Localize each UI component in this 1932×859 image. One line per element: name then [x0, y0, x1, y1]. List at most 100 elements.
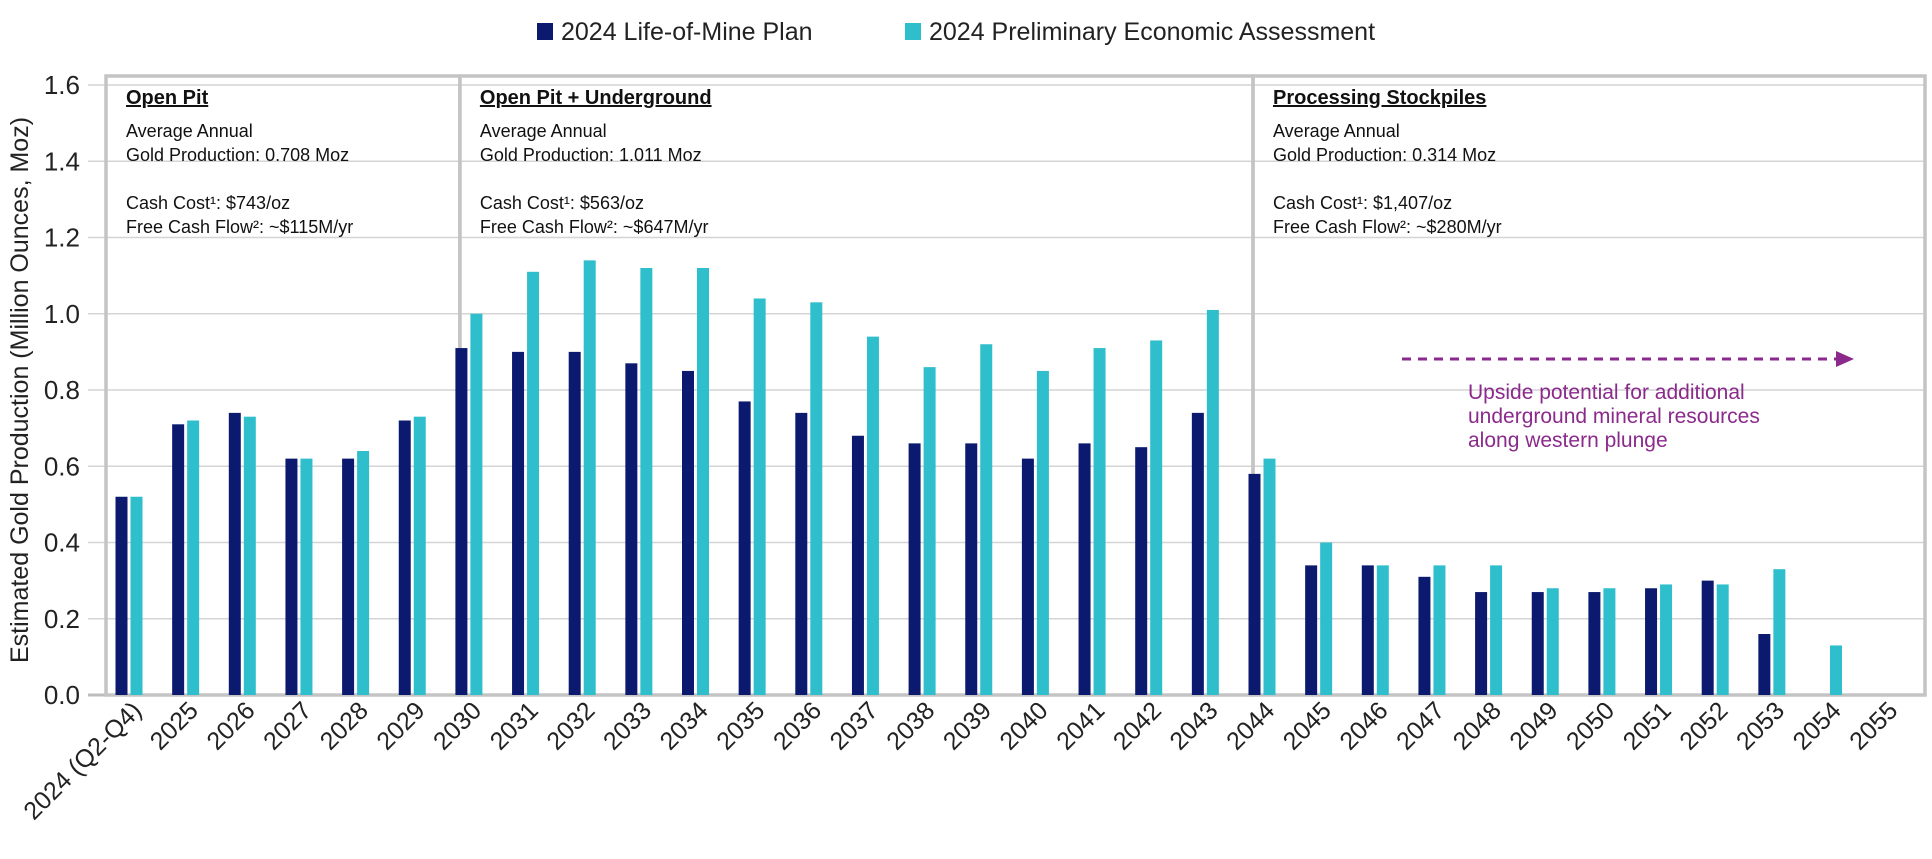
bar-pea — [640, 268, 653, 695]
legend-swatch — [905, 23, 921, 40]
bar-life-of-mine — [228, 412, 241, 695]
bar-pea — [1376, 565, 1389, 695]
bar-life-of-mine — [455, 348, 468, 695]
x-tick-label: 2024 (Q2-Q4) — [18, 696, 147, 825]
x-tick-label: 2052 — [1674, 696, 1733, 755]
x-tick-label: 2030 — [428, 696, 487, 755]
bar-life-of-mine — [738, 401, 751, 695]
bar-pea — [1660, 584, 1673, 695]
x-tick-label: 2046 — [1334, 696, 1393, 755]
phase-detail-line: Free Cash Flow²: ~$280M/yr — [1273, 217, 1502, 237]
bar-pea — [1830, 645, 1842, 695]
x-tick-label: 2049 — [1504, 696, 1563, 755]
bar-pea — [1093, 348, 1106, 695]
bar-life-of-mine — [398, 420, 411, 695]
bar-life-of-mine — [1701, 580, 1714, 695]
x-tick-label: 2032 — [541, 696, 600, 755]
bar-pea — [470, 313, 483, 695]
upside-annotation-line: Upside potential for additional — [1468, 381, 1745, 404]
bar-life-of-mine — [1021, 458, 1034, 695]
x-tick-label: 2050 — [1561, 696, 1620, 755]
bar-life-of-mine — [795, 412, 808, 695]
x-tick-label: 2055 — [1844, 696, 1903, 755]
bar-pea — [1036, 370, 1049, 695]
bar-pea — [357, 451, 370, 695]
bar-life-of-mine — [342, 458, 355, 695]
x-tick-label: 2036 — [768, 696, 827, 755]
legend-label: 2024 Preliminary Economic Assessment — [929, 18, 1375, 46]
bar-life-of-mine — [1645, 588, 1658, 695]
bar-pea — [1546, 588, 1559, 695]
x-tick-label: 2041 — [1051, 696, 1110, 755]
x-tick-label: 2026 — [201, 696, 260, 755]
bar-life-of-mine — [1758, 634, 1771, 695]
bar-pea — [1603, 588, 1616, 695]
y-axis-label: Estimated Gold Production (Million Ounce… — [6, 117, 34, 663]
phase-annotations: Open Pit Average Annual Gold Production: 0… — [126, 87, 1502, 237]
x-tick-label: 2040 — [995, 696, 1054, 755]
x-axis: 2024 (Q2-Q4)2025202620272028202920302031… — [18, 696, 1903, 825]
bar-life-of-mine — [908, 443, 921, 695]
x-tick-label: 2037 — [825, 696, 884, 755]
bar-life-of-mine — [115, 496, 128, 695]
bar-pea — [1716, 584, 1729, 695]
bar-life-of-mine — [568, 351, 581, 695]
phase-detail-line: Cash Cost¹: $563/oz — [480, 193, 644, 213]
x-tick-label: 2039 — [938, 696, 997, 755]
y-tick-label: 1.0 — [44, 299, 80, 329]
x-tick-label: 2054 — [1788, 696, 1847, 755]
legend-label: 2024 Life-of-Mine Plan — [561, 18, 813, 46]
x-tick-label: 2031 — [485, 696, 544, 755]
bar-life-of-mine — [285, 458, 298, 695]
bar-pea — [1263, 458, 1276, 695]
phase-title: Processing Stockpiles — [1273, 87, 1486, 109]
bar-pea — [810, 302, 823, 695]
y-tick-label: 0.4 — [44, 528, 80, 558]
y-tick-label: 0.2 — [44, 604, 80, 634]
bar-pea — [753, 298, 766, 695]
x-tick-label: 2029 — [371, 696, 430, 755]
x-tick-label: 2047 — [1391, 696, 1450, 755]
x-tick-label: 2035 — [711, 696, 770, 755]
phase-detail-line: Gold Production: 0.314 Moz — [1273, 145, 1496, 165]
y-axis: 0.0 0.2 0.4 0.6 0.8 1.0 1.2 1.4 1.6 — [44, 70, 80, 710]
bar-life-of-mine — [512, 351, 525, 695]
phase-detail-line: Free Cash Flow²: ~$115M/yr — [126, 217, 353, 237]
upside-annotation-line: along western plunge — [1468, 429, 1668, 452]
phase-detail-line: Average Annual — [480, 121, 607, 141]
bar-life-of-mine — [1475, 592, 1488, 695]
bar-pea — [1433, 565, 1446, 695]
x-tick-label: 2042 — [1108, 696, 1167, 755]
bar-life-of-mine — [625, 363, 638, 695]
bar-life-of-mine — [1418, 576, 1431, 695]
bar-life-of-mine — [1305, 565, 1318, 695]
arrow-head-icon — [1836, 351, 1854, 367]
y-tick-label: 0.0 — [44, 680, 80, 710]
legend-swatch — [537, 23, 553, 40]
bar-pea — [866, 336, 879, 695]
bar-life-of-mine — [851, 435, 864, 695]
bar-pea — [1773, 569, 1786, 695]
bars — [115, 260, 1842, 695]
phase-detail-line: Average Annual — [126, 121, 253, 141]
phase-detail-line: Free Cash Flow²: ~$647M/yr — [480, 217, 709, 237]
bar-life-of-mine — [1135, 447, 1148, 695]
upside-annotation-line: underground mineral resources — [1468, 405, 1760, 428]
phase-title: Open Pit + Underground — [480, 87, 712, 109]
bar-pea — [1490, 565, 1503, 695]
upside-annotation: Upside potential for additionalundergrou… — [1402, 351, 1854, 452]
y-tick-label: 0.8 — [44, 375, 80, 405]
bar-pea — [413, 416, 426, 695]
bar-life-of-mine — [965, 443, 978, 695]
legend: 2024 Life-of-Mine Plan 2024 Preliminary E… — [537, 18, 1375, 46]
x-tick-label: 2043 — [1164, 696, 1223, 755]
x-tick-label: 2051 — [1618, 696, 1677, 755]
x-tick-label: 2045 — [1278, 696, 1337, 755]
bar-life-of-mine — [1588, 592, 1601, 695]
bar-pea — [1150, 340, 1163, 695]
x-tick-label: 2048 — [1448, 696, 1507, 755]
bar-pea — [243, 416, 256, 695]
phase-detail-line: Average Annual — [1273, 121, 1400, 141]
bar-life-of-mine — [1248, 473, 1261, 695]
